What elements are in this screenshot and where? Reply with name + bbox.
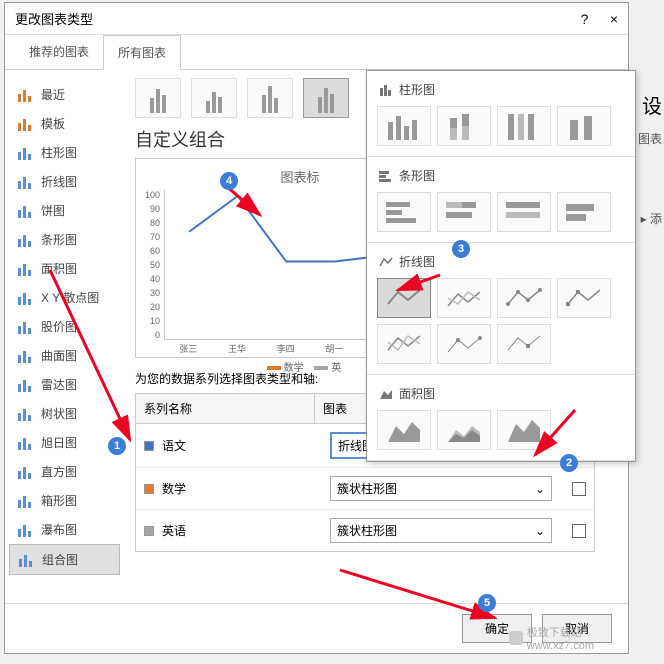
dd-thumb-line[interactable] <box>497 324 551 364</box>
chart-type-icon <box>17 233 33 247</box>
chart-type-icon <box>17 407 33 421</box>
sidebar-item-2[interactable]: 柱形图 <box>9 138 120 167</box>
annotation-badge-1: 1 <box>108 437 126 455</box>
dropdown-section-line: 折线图 <box>373 249 629 274</box>
dropdown-section-column: 柱形图 <box>373 77 629 102</box>
chart-type-icon <box>17 378 33 392</box>
chart-type-icon <box>17 262 33 276</box>
tabs: 推荐的图表 所有图表 <box>5 35 628 70</box>
series-color-swatch <box>144 526 154 536</box>
dd-thumb-area[interactable] <box>437 410 491 450</box>
chart-type-icon <box>17 291 33 305</box>
chart-type-icon <box>17 175 33 189</box>
subtype-thumb[interactable] <box>247 78 293 118</box>
series-type-select[interactable]: 簇状柱形图⌄ <box>330 518 552 543</box>
sidebar-item-6[interactable]: 面积图 <box>9 254 120 283</box>
chart-type-icon <box>17 204 33 218</box>
chart-type-icon <box>17 146 33 160</box>
annotation-badge-5: 5 <box>478 594 496 612</box>
chart-type-dropdown: 柱形图 条形图 <box>366 70 636 462</box>
series-name: 数学 <box>162 480 322 497</box>
series-name: 英语 <box>162 522 322 539</box>
dialog-title: 更改图表类型 <box>15 9 93 28</box>
dd-thumb-bar[interactable] <box>557 192 611 232</box>
secondary-axis-checkbox[interactable] <box>572 524 586 538</box>
chart-type-icon <box>17 88 33 102</box>
dd-thumb-column[interactable] <box>437 106 491 146</box>
dd-thumb-column[interactable] <box>497 106 551 146</box>
sidebar-item-5[interactable]: 条形图 <box>9 225 120 254</box>
dd-thumb-line-selected[interactable] <box>377 278 431 318</box>
chart-type-icon <box>17 349 33 363</box>
dd-thumb-bar[interactable] <box>377 192 431 232</box>
sidebar-item-8[interactable]: 股价图 <box>9 312 120 341</box>
chart-type-icon <box>17 117 33 131</box>
sidebar-item-11[interactable]: 树状图 <box>9 399 120 428</box>
dd-thumb-bar[interactable] <box>497 192 551 232</box>
y-axis: 1009080706050403020100 <box>144 190 164 340</box>
tab-all[interactable]: 所有图表 <box>103 35 181 70</box>
window-controls: ? × <box>563 11 618 27</box>
side-panel-add[interactable]: ▸ 添 <box>641 210 662 227</box>
chart-type-icon <box>18 553 34 567</box>
subtype-thumb[interactable] <box>135 78 181 118</box>
chart-type-icon <box>17 320 33 334</box>
dropdown-section-area: 面积图 <box>373 381 629 406</box>
tab-recommended[interactable]: 推荐的图表 <box>15 35 103 69</box>
series-type-select[interactable]: 簇状柱形图⌄ <box>330 476 552 501</box>
close-button[interactable]: × <box>610 11 618 27</box>
sidebar-item-12[interactable]: 旭日图 <box>9 428 120 457</box>
help-button[interactable]: ? <box>581 11 589 27</box>
series-row: 英语簇状柱形图⌄ <box>136 510 594 551</box>
sidebar-item-14[interactable]: 箱形图 <box>9 486 120 515</box>
series-color-swatch <box>144 441 154 451</box>
dd-thumb-line[interactable] <box>497 278 551 318</box>
secondary-axis-checkbox[interactable] <box>572 482 586 496</box>
sidebar-item-15[interactable]: 瀑布图 <box>9 515 120 544</box>
annotation-badge-4: 4 <box>220 172 238 190</box>
subtype-thumb[interactable] <box>191 78 237 118</box>
sidebar-item-10[interactable]: 雷达图 <box>9 370 120 399</box>
sidebar-item-7[interactable]: X Y 散点图 <box>9 283 120 312</box>
sidebar-item-0[interactable]: 最近 <box>9 80 120 109</box>
series-row: 数学簇状柱形图⌄ <box>136 468 594 510</box>
titlebar: 更改图表类型 ? × <box>5 3 628 35</box>
sidebar-item-3[interactable]: 折线图 <box>9 167 120 196</box>
sidebar-item-4[interactable]: 饼图 <box>9 196 120 225</box>
dd-thumb-column[interactable] <box>557 106 611 146</box>
watermark: 极致下载站www.xz7.com <box>509 624 594 652</box>
series-color-swatch <box>144 484 154 494</box>
dropdown-section-bar: 条形图 <box>373 163 629 188</box>
dd-thumb-line[interactable] <box>377 324 431 364</box>
side-panel-sub: 图表 <box>638 130 662 147</box>
chart-type-icon <box>17 494 33 508</box>
sidebar-item-9[interactable]: 曲面图 <box>9 341 120 370</box>
dd-thumb-bar[interactable] <box>437 192 491 232</box>
dd-thumb-line[interactable] <box>437 278 491 318</box>
main-panel: 自定义组合 图表标 1009080706050403020100 张三王华李四胡… <box>125 70 628 630</box>
sidebar-item-1[interactable]: 模板 <box>9 109 120 138</box>
annotation-badge-3: 3 <box>452 240 470 258</box>
series-name: 语文 <box>162 437 322 454</box>
change-chart-type-dialog: 更改图表类型 ? × 推荐的图表 所有图表 最近模板柱形图折线图饼图条形图面积图… <box>4 2 629 654</box>
sidebar-item-13[interactable]: 直方图 <box>9 457 120 486</box>
dd-thumb-area[interactable] <box>497 410 551 450</box>
dd-thumb-column[interactable] <box>377 106 431 146</box>
watermark-logo-icon <box>509 631 523 645</box>
chart-type-icon <box>17 523 33 537</box>
chart-type-icon <box>17 436 33 450</box>
dd-thumb-line[interactable] <box>437 324 491 364</box>
chart-type-icon <box>17 465 33 479</box>
sidebar-item-16[interactable]: 组合图 <box>9 544 120 575</box>
dd-thumb-line[interactable] <box>557 278 611 318</box>
chart-category-sidebar: 最近模板柱形图折线图饼图条形图面积图X Y 散点图股价图曲面图雷达图树状图旭日图… <box>5 70 125 630</box>
dd-thumb-area[interactable] <box>377 410 431 450</box>
annotation-badge-2: 2 <box>560 454 578 472</box>
side-panel: 设 <box>642 90 662 119</box>
subtype-thumb-selected[interactable] <box>303 78 349 118</box>
